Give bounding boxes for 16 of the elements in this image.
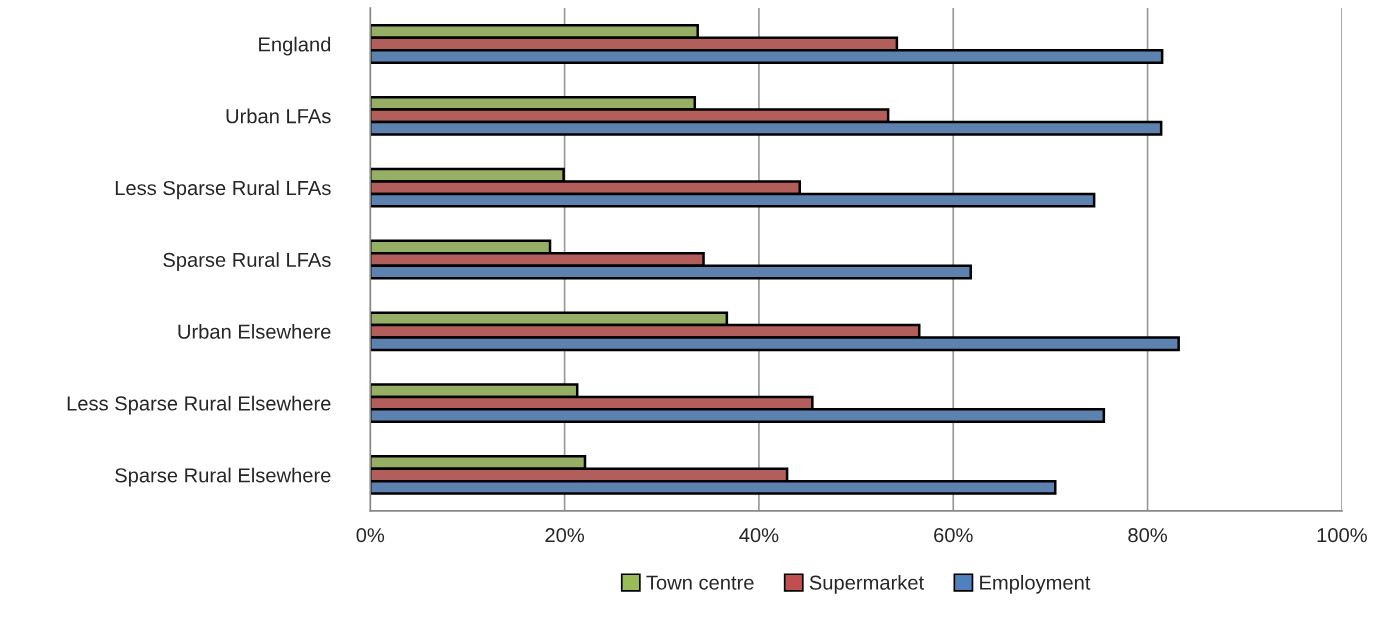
legend-label: Town centre — [646, 575, 754, 590]
legend-label: Employment — [980, 574, 1091, 594]
y-tick-label: Sparse Rural Elsewhere — [115, 467, 331, 487]
y-tick-label: Sparse Rural LFAs — [163, 252, 331, 271]
y-tick-label: Less Sparse Rural LFAs — [115, 180, 331, 200]
x-tick-label: 40% — [739, 528, 779, 543]
y-tick-label: England — [259, 36, 331, 56]
x-tick-label: 100% — [1317, 528, 1367, 543]
y-tick-label: Urban Elsewhere — [178, 324, 331, 339]
x-tick-label: 60% — [934, 528, 973, 543]
x-tick-label: 20% — [545, 528, 585, 543]
x-tick-label: 0% — [356, 528, 385, 543]
y-tick-label: Urban LFAs — [226, 108, 331, 124]
x-tick-label: 80% — [1128, 528, 1167, 543]
y-tick-label: Less Sparse Rural Elsewhere — [67, 395, 331, 415]
legend-label: Supermarket — [809, 574, 924, 594]
